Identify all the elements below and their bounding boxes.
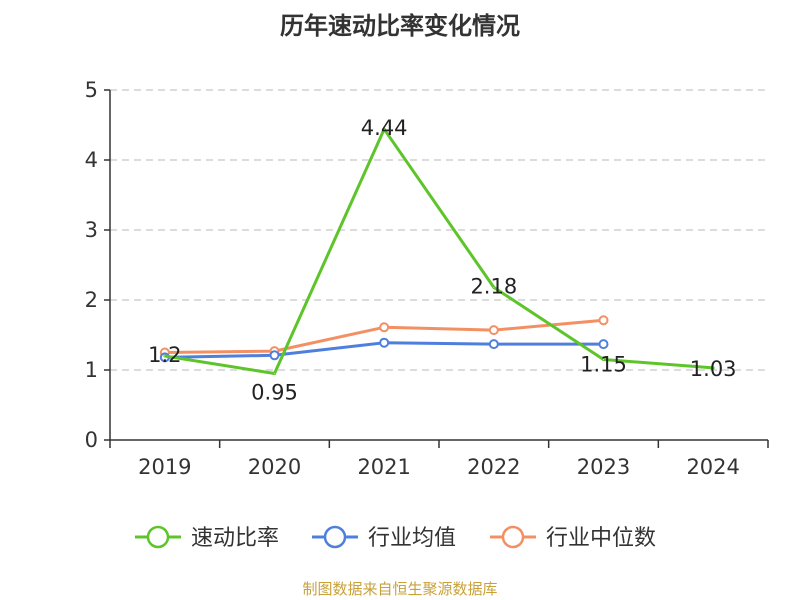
y-tick-label: 5 — [85, 78, 98, 102]
data-point[interactable] — [488, 325, 499, 336]
grid-lines — [110, 89, 768, 371]
x-tick-label: 2022 — [467, 455, 520, 479]
series-lines — [159, 127, 715, 375]
data-point[interactable] — [382, 127, 386, 131]
legend-label: 行业中位数 — [546, 526, 656, 551]
x-tick-label: 2023 — [577, 455, 630, 479]
data-labels: 1.2 0.95 4.44 2.18 1.15 1.03 — [148, 116, 736, 404]
data-point[interactable] — [488, 339, 499, 350]
data-point[interactable] — [598, 315, 609, 326]
x-tick-label: 2020 — [248, 455, 301, 479]
data-label: 1.2 — [148, 343, 181, 367]
data-point[interactable] — [379, 337, 390, 348]
legend-marker-icon — [323, 525, 347, 549]
data-point[interactable] — [273, 372, 276, 375]
series-line — [164, 127, 714, 375]
legend[interactable]: 速动比率 行业均值 行业中位数 — [135, 525, 656, 551]
data-point[interactable] — [711, 366, 715, 370]
axes: 0 1 2 3 4 5 2019 2020 2021 2022 2023 2024 — [85, 78, 769, 479]
data-label: 1.15 — [580, 353, 627, 377]
y-tick-label: 0 — [85, 428, 98, 452]
legend-marker-icon — [501, 525, 525, 549]
data-label: 0.95 — [251, 381, 298, 405]
data-point[interactable] — [163, 354, 167, 358]
chart-title: 历年速动比率变化情况 — [280, 12, 520, 40]
data-point[interactable] — [598, 339, 609, 350]
legend-item[interactable]: 行业均值 — [312, 525, 456, 551]
legend-item[interactable]: 行业中位数 — [490, 525, 656, 551]
y-tick-label: 2 — [85, 288, 98, 312]
y-tick-label: 3 — [85, 218, 98, 242]
data-label: 2.18 — [470, 274, 517, 298]
y-tick-label: 1 — [85, 358, 98, 382]
data-point[interactable] — [269, 350, 280, 361]
data-point[interactable] — [492, 285, 496, 289]
data-point[interactable] — [602, 358, 605, 361]
legend-item[interactable]: 速动比率 — [135, 525, 279, 551]
source-note: 制图数据来自恒生聚源数据库 — [302, 580, 498, 598]
x-tick-label: 2019 — [138, 455, 191, 479]
y-tick-label: 4 — [85, 148, 98, 172]
x-tick-label: 2021 — [357, 455, 410, 479]
legend-label: 行业均值 — [368, 526, 456, 551]
data-label: 4.44 — [361, 116, 408, 140]
x-tick-label: 2024 — [686, 455, 739, 479]
legend-marker-icon — [146, 525, 170, 549]
data-label: 1.03 — [690, 357, 737, 381]
legend-label: 速动比率 — [191, 526, 279, 551]
data-point[interactable] — [379, 322, 390, 333]
